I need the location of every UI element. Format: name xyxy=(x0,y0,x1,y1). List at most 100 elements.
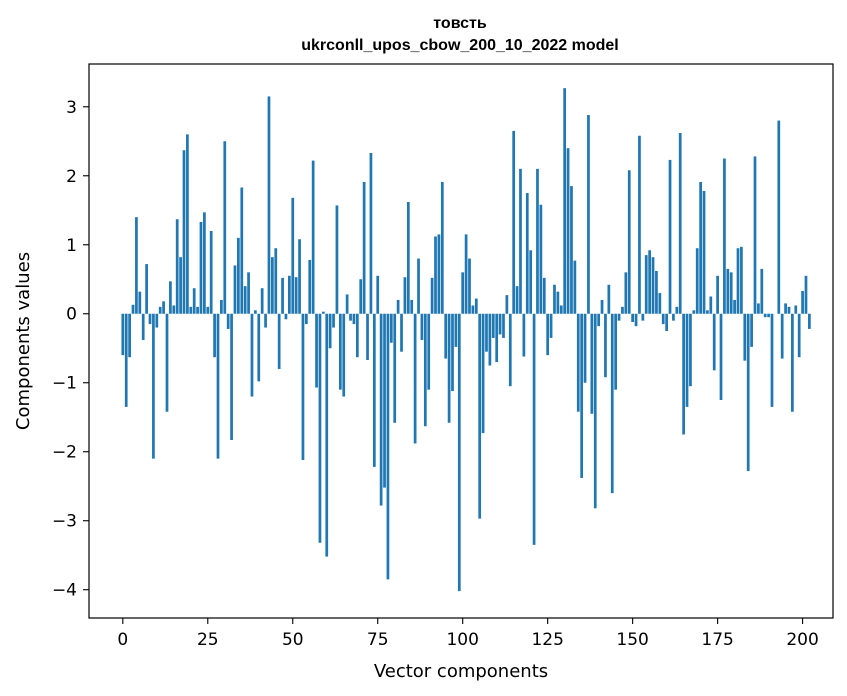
bar-component-26 xyxy=(209,230,213,314)
bar-component-106 xyxy=(481,313,485,434)
bar-component-72 xyxy=(366,313,369,360)
bar-component-141 xyxy=(600,299,604,314)
bar-component-93 xyxy=(437,234,441,314)
bar-component-100 xyxy=(461,272,465,314)
bar-component-154 xyxy=(644,255,648,314)
bar-component-121 xyxy=(532,313,536,545)
y-tick-label: 1 xyxy=(66,236,77,256)
bar-component-6 xyxy=(141,313,145,340)
bar-component-199 xyxy=(797,313,801,358)
bar-component-153 xyxy=(641,313,645,321)
x-tick-label: 75 xyxy=(367,630,389,650)
bar-component-73 xyxy=(369,153,373,314)
bar-component-82 xyxy=(400,313,403,352)
bar-component-119 xyxy=(525,193,529,314)
bar-component-52 xyxy=(298,239,301,314)
bar-component-133 xyxy=(573,260,577,314)
bar-component-33 xyxy=(233,265,237,314)
bar-component-65 xyxy=(342,313,346,397)
bar-component-175 xyxy=(716,275,719,314)
bar-component-189 xyxy=(763,313,767,318)
x-tick-label: 125 xyxy=(531,630,563,650)
bar-component-159 xyxy=(661,313,665,325)
bar-component-45 xyxy=(274,248,278,314)
bar-component-16 xyxy=(175,219,179,314)
x-tick-label: 175 xyxy=(701,630,733,650)
bar-component-152 xyxy=(638,135,641,314)
bar-component-20 xyxy=(189,306,193,314)
bar-component-0 xyxy=(121,313,125,356)
bar-component-44 xyxy=(271,257,274,314)
bar-component-96 xyxy=(447,313,451,423)
bar-component-71 xyxy=(362,181,366,314)
bar-component-49 xyxy=(288,275,291,314)
bar-component-147 xyxy=(621,306,624,314)
bar-component-61 xyxy=(328,313,332,349)
bar-component-125 xyxy=(546,313,550,356)
bar-component-126 xyxy=(549,313,553,338)
bar-component-124 xyxy=(542,277,546,314)
bar-component-69 xyxy=(355,313,359,358)
bar-component-163 xyxy=(675,306,679,314)
bar-component-19 xyxy=(186,134,189,314)
y-axis-ticks: 3 2 1 0 −1 −2 −3 −4 xyxy=(52,98,89,601)
x-tick-label: 50 xyxy=(282,630,304,650)
bar-component-7 xyxy=(145,264,148,314)
bar-component-51 xyxy=(294,277,298,314)
bar-component-190 xyxy=(767,313,770,318)
bar-component-32 xyxy=(230,313,233,440)
bar-component-80 xyxy=(393,313,397,423)
bar-component-111 xyxy=(498,313,502,335)
bar-component-123 xyxy=(539,204,543,314)
bar-component-174 xyxy=(712,313,716,371)
bar-component-176 xyxy=(719,313,723,400)
bar-component-29 xyxy=(220,299,223,314)
bar-component-13 xyxy=(165,313,169,412)
bar-component-46 xyxy=(277,313,281,369)
bar-component-165 xyxy=(682,313,685,435)
bar-component-10 xyxy=(155,313,159,328)
bar-component-200 xyxy=(801,290,804,314)
bar-component-35 xyxy=(240,187,244,314)
bar-component-28 xyxy=(216,313,220,459)
bar-component-177 xyxy=(723,158,726,314)
bar-component-41 xyxy=(260,288,264,314)
y-tick-label: −2 xyxy=(52,443,77,463)
bar-component-139 xyxy=(593,313,597,509)
chart-title-line-1: товсть xyxy=(433,15,487,32)
bar-component-84 xyxy=(406,201,410,314)
bar-component-173 xyxy=(709,296,713,314)
bar-component-115 xyxy=(512,130,516,314)
bar-component-63 xyxy=(335,205,339,314)
bar-component-31 xyxy=(226,313,230,329)
bar-component-132 xyxy=(570,186,573,314)
x-tick-label: 0 xyxy=(117,630,128,650)
bar-component-39 xyxy=(254,310,257,314)
bar-component-1 xyxy=(124,313,128,407)
bar-component-196 xyxy=(787,306,791,314)
bar-component-135 xyxy=(580,313,584,478)
bar-component-183 xyxy=(743,313,747,361)
bar-component-92 xyxy=(434,236,437,314)
bar-component-75 xyxy=(376,275,380,314)
bar-component-169 xyxy=(695,248,699,314)
bar-component-74 xyxy=(372,313,376,467)
y-tick-label: −3 xyxy=(52,512,77,532)
bar-component-27 xyxy=(213,313,216,358)
bar-component-109 xyxy=(491,313,495,338)
bar-component-131 xyxy=(566,148,570,314)
bars-group xyxy=(121,88,811,592)
bar-component-98 xyxy=(454,313,458,347)
bar-component-116 xyxy=(515,286,519,314)
bar-component-170 xyxy=(699,181,702,314)
y-tick-label: 2 xyxy=(66,167,77,187)
bar-component-37 xyxy=(247,272,250,314)
bar-component-70 xyxy=(359,279,363,314)
bar-component-2 xyxy=(128,313,131,358)
bar-component-30 xyxy=(223,141,227,314)
bar-component-9 xyxy=(152,313,155,459)
x-tick-label: 25 xyxy=(197,630,219,650)
bar-component-62 xyxy=(332,313,335,328)
bar-component-136 xyxy=(583,313,587,383)
